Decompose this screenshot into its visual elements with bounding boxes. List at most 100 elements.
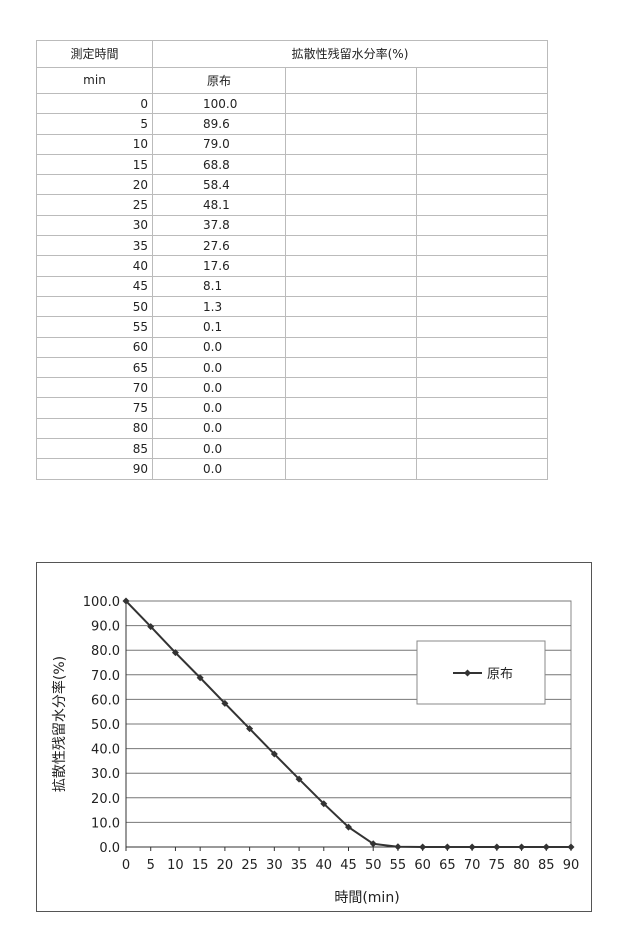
empty-cell <box>416 174 548 196</box>
empty-cell <box>416 356 548 379</box>
legend-label: 原布 <box>487 667 513 682</box>
empty-cell <box>285 92 417 115</box>
header-empty <box>285 66 417 94</box>
y-tick-label: 0.0 <box>99 841 120 856</box>
empty-cell <box>285 194 417 216</box>
empty-cell <box>416 255 548 277</box>
value-cell: 58.4 <box>152 174 286 196</box>
data-point <box>443 843 451 851</box>
empty-cell <box>416 438 548 460</box>
x-tick-label: 15 <box>192 858 209 873</box>
data-point <box>246 725 254 733</box>
empty-cell <box>285 113 417 135</box>
data-point <box>493 843 501 851</box>
x-tick-label: 20 <box>217 858 234 873</box>
empty-cell <box>285 174 417 196</box>
empty-cell <box>416 397 548 419</box>
chart-frame: 0.0 10.0 20.0 30.0 40.0 50.0 60.0 70.0 80.0 90.0 1… <box>36 562 592 912</box>
data-point <box>369 840 377 848</box>
time-cell: 10 <box>36 133 153 155</box>
time-cell: 65 <box>36 356 153 379</box>
empty-cell <box>416 417 548 440</box>
time-cell: 90 <box>36 458 153 480</box>
empty-cell <box>416 214 548 237</box>
empty-cell <box>416 194 548 216</box>
value-cell: 17.6 <box>152 255 286 277</box>
data-point <box>394 843 402 851</box>
table-row: 50 1.3 <box>36 295 548 318</box>
table-row: 20 58.4 <box>36 174 548 196</box>
time-cell: 0 <box>36 92 153 115</box>
x-tick-label: 75 <box>489 858 506 873</box>
header-empty <box>416 66 548 94</box>
empty-cell <box>416 153 548 176</box>
value-cell: 8.1 <box>152 275 286 297</box>
empty-cell <box>285 417 417 440</box>
empty-cell <box>285 153 417 176</box>
y-tick-label: 50.0 <box>91 718 120 733</box>
empty-cell <box>285 356 417 379</box>
empty-cell <box>416 92 548 115</box>
time-cell: 20 <box>36 174 153 196</box>
value-cell: 0.0 <box>152 417 286 440</box>
y-tick-label: 80.0 <box>91 644 120 659</box>
y-tick-label: 100.0 <box>83 595 120 610</box>
table-row: 45 8.1 <box>36 275 548 297</box>
data-point <box>419 843 427 851</box>
data-point <box>542 843 550 851</box>
data-point <box>122 597 130 605</box>
value-cell: 0.0 <box>152 356 286 379</box>
table-row: 70 0.0 <box>36 377 548 399</box>
table-row: 15 68.8 <box>36 153 548 176</box>
empty-cell <box>285 235 417 257</box>
table-row: 90 0.0 <box>36 458 548 480</box>
table-row: 5 89.6 <box>36 113 548 135</box>
table-row: 75 0.0 <box>36 397 548 419</box>
value-cell: 0.0 <box>152 336 286 358</box>
legend-marker <box>464 669 471 677</box>
table-row: 25 48.1 <box>36 194 548 216</box>
value-cell: 0.0 <box>152 377 286 399</box>
x-tick-label: 30 <box>266 858 283 873</box>
x-tick-label: 40 <box>316 858 333 873</box>
time-cell: 40 <box>36 255 153 277</box>
empty-cell <box>416 336 548 358</box>
x-tick-label: 85 <box>538 858 555 873</box>
x-tick-label: 45 <box>340 858 357 873</box>
x-tick-label: 35 <box>291 858 308 873</box>
header-series: 原布 <box>152 66 286 94</box>
line-chart: 0.0 10.0 20.0 30.0 40.0 50.0 60.0 70.0 80.0 90.0 1… <box>51 595 579 906</box>
time-cell: 15 <box>36 153 153 176</box>
table-row: 30 37.8 <box>36 214 548 237</box>
x-axis-title: 時間(min) <box>334 890 399 906</box>
table-row: 40 17.6 <box>36 255 548 277</box>
data-point <box>171 649 179 657</box>
data-point <box>221 699 229 707</box>
x-tick-label: 65 <box>439 858 456 873</box>
x-tick-label: 50 <box>365 858 382 873</box>
time-cell: 50 <box>36 295 153 318</box>
header-value: 拡散性残留水分率(%) <box>152 40 548 68</box>
empty-cell <box>285 255 417 277</box>
empty-cell <box>416 458 548 480</box>
y-tick-label: 60.0 <box>91 693 120 708</box>
value-cell: 48.1 <box>152 194 286 216</box>
time-cell: 35 <box>36 235 153 257</box>
y-tick-label: 90.0 <box>91 620 120 635</box>
value-cell: 100.0 <box>152 92 286 115</box>
time-cell: 25 <box>36 194 153 216</box>
y-tick-label: 20.0 <box>91 792 120 807</box>
time-cell: 60 <box>36 336 153 358</box>
x-tick-label: 70 <box>464 858 481 873</box>
table-row: 85 0.0 <box>36 438 548 460</box>
value-cell: 0.1 <box>152 316 286 338</box>
empty-cell <box>285 133 417 155</box>
value-cell: 0.0 <box>152 438 286 460</box>
x-tick-label: 5 <box>147 858 155 873</box>
empty-cell <box>416 133 548 155</box>
empty-cell <box>285 438 417 460</box>
value-cell: 37.8 <box>152 214 286 237</box>
empty-cell <box>285 377 417 399</box>
data-point <box>468 843 476 851</box>
